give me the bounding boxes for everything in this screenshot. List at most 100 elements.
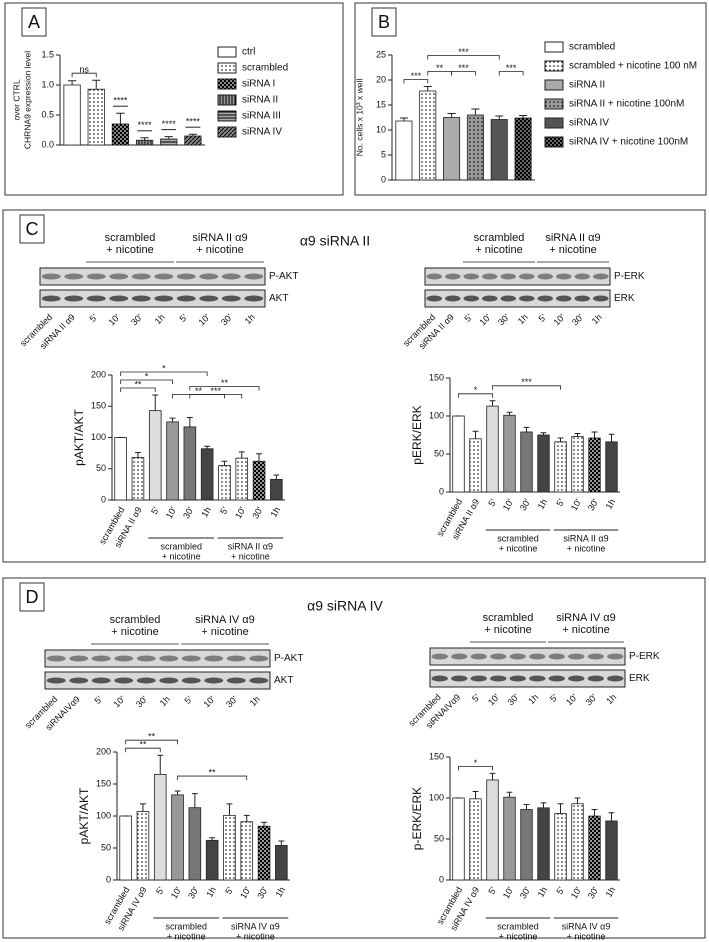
error-bar	[135, 452, 141, 458]
bar	[571, 436, 584, 493]
blot-band	[481, 273, 498, 280]
bar	[537, 807, 550, 881]
bar	[153, 774, 167, 881]
error-bar	[188, 133, 198, 136]
x-tick-label: 10'	[501, 885, 516, 900]
blot-row-label: P-ERK	[614, 271, 645, 282]
blot-band	[199, 295, 219, 302]
blot-band	[481, 295, 498, 302]
blot-band	[159, 655, 179, 662]
bar	[469, 798, 482, 881]
bar	[588, 815, 601, 881]
significance-label: **	[209, 767, 217, 777]
y-tick-label: 1.0	[41, 79, 54, 89]
blot-group-label: + nicotine	[111, 626, 158, 638]
error-bar	[591, 431, 598, 439]
bar	[554, 813, 567, 881]
significance-label: **	[134, 379, 142, 389]
y-tick-label: 100	[96, 810, 111, 820]
blot-lane-label: 30'	[134, 694, 150, 710]
legend-label: siRNA I	[242, 79, 275, 90]
bar	[111, 123, 130, 146]
blot-lane-label: 30'	[496, 312, 512, 328]
blot-strip	[424, 289, 611, 308]
blot-group-label: scrambled	[105, 232, 156, 244]
bar	[395, 120, 413, 181]
bar	[205, 839, 219, 881]
blot-lane-label: 5'	[183, 694, 195, 706]
blot-group-label: + nicotine	[196, 244, 243, 256]
y-tick-label: 100	[91, 432, 106, 442]
legend-label: siRNA II	[569, 80, 605, 91]
y-tick-label: 150	[91, 401, 106, 411]
blot-band	[470, 653, 487, 660]
significance-bracket	[189, 386, 260, 391]
blot-band	[451, 653, 468, 660]
x-tick-label: 30'	[586, 497, 601, 512]
blot-lane-label: 10'	[551, 312, 567, 328]
blot-row-label: ERK	[614, 293, 635, 304]
x-tick-label: 1h	[604, 497, 618, 511]
blot-row-label: P-AKT	[269, 271, 298, 282]
blot-lane-label: 1h	[590, 312, 604, 326]
bar	[63, 84, 81, 146]
bar	[605, 441, 618, 493]
blot-band	[518, 295, 535, 302]
error-bar	[574, 797, 581, 804]
y-axis-label: pERK/ERK	[410, 405, 424, 464]
bar	[554, 441, 567, 493]
group-label: + nicotine	[167, 931, 206, 941]
significance-bracket	[492, 385, 561, 390]
error-bar	[226, 803, 233, 816]
error-bar	[116, 112, 125, 124]
blot-lane-label: 5'	[470, 692, 482, 704]
group-label: scrambled	[497, 921, 539, 931]
blot-band	[136, 655, 156, 662]
significance-bracket	[71, 72, 97, 78]
panel-label: C	[26, 219, 39, 239]
bar	[87, 88, 105, 146]
blot-band	[529, 653, 546, 660]
blot-band	[537, 295, 554, 302]
x-tick-label: 5'	[486, 497, 498, 508]
bar	[270, 478, 283, 501]
significance-label: *	[474, 385, 478, 395]
blot-band	[114, 677, 134, 684]
blot-row-label: AKT	[269, 293, 288, 304]
error-bar	[67, 80, 77, 85]
blot-band	[426, 295, 443, 302]
y-tick-label: 10	[376, 124, 386, 134]
x-tick-label: 1h	[199, 505, 213, 519]
blot-band	[592, 295, 609, 302]
blot-band	[568, 653, 585, 660]
bar	[240, 821, 254, 881]
blot-group-label: siRNA II α9	[192, 232, 247, 244]
panel-frame	[2, 209, 706, 563]
bar	[486, 405, 499, 493]
legend-label: siRNA III	[242, 111, 281, 122]
error-bar	[447, 113, 456, 118]
error-bar	[489, 772, 496, 780]
blot-lane-label: 1h	[248, 694, 262, 708]
x-tick-label: 5'	[154, 885, 166, 896]
legend-swatch-pattern	[218, 95, 236, 105]
blot-band	[555, 295, 572, 302]
blot-lane-label: 30'	[224, 694, 240, 710]
error-bar	[591, 808, 598, 817]
significance-label: ***	[506, 63, 517, 73]
blot-band	[500, 295, 517, 302]
blot-band	[86, 273, 106, 280]
x-tick-label: 1h	[604, 885, 618, 899]
x-tick-label: 5'	[223, 885, 235, 896]
error-bar	[519, 115, 528, 118]
bar	[469, 438, 482, 493]
significance-bracket	[120, 379, 173, 384]
error-bar	[140, 803, 146, 812]
group-label: + nicotine	[567, 931, 606, 941]
x-tick-label: 1h	[536, 885, 550, 899]
blot-lane-label: 10'	[477, 312, 493, 328]
blot-lane-label: 30'	[583, 692, 599, 708]
blot-lane-label: 10'	[564, 692, 580, 708]
x-tick-label: 10'	[164, 505, 179, 520]
blot-band	[463, 273, 480, 280]
